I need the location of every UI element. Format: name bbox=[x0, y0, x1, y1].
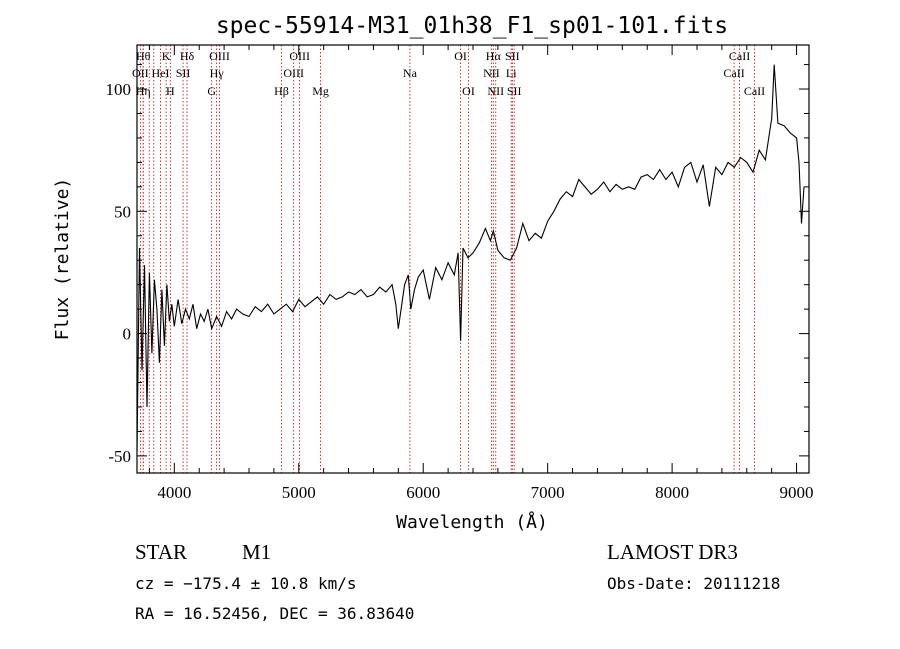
line-marker-label: K bbox=[162, 49, 171, 63]
line-marker-label: OIII bbox=[283, 66, 304, 80]
line-marker-label: Hβ bbox=[274, 84, 289, 98]
line-marker-label: Li bbox=[506, 66, 517, 80]
line-marker-label: Hθ bbox=[136, 49, 151, 63]
line-marker-label: SII bbox=[176, 66, 191, 80]
sky-coordinates: RA = 16.52456, DEC = 36.83640 bbox=[135, 604, 415, 623]
y-tick-label: 50 bbox=[114, 202, 131, 221]
chart-title: spec-55914-M31_01h38_F1_sp01-101.fits bbox=[216, 13, 728, 39]
line-marker-label: SII bbox=[507, 84, 522, 98]
object-subclass: M1 bbox=[242, 540, 272, 564]
line-marker-label: OI bbox=[454, 49, 467, 63]
observation-date: Obs-Date: 20111218 bbox=[607, 574, 781, 593]
y-tick-label: 100 bbox=[106, 80, 132, 99]
y-axis-ticks: -50 0 50 100 bbox=[106, 64, 809, 466]
line-marker-label: Na bbox=[403, 66, 418, 80]
line-marker-label: Hγ bbox=[210, 66, 225, 80]
line-marker-label: OI bbox=[462, 84, 475, 98]
x-axis-label: Wavelength (Å) bbox=[396, 511, 548, 533]
redshift-velocity: cz = −175.4 ± 10.8 km/s bbox=[135, 574, 357, 593]
line-marker-label: CaII bbox=[729, 49, 750, 63]
line-marker-label: OIII bbox=[209, 49, 230, 63]
x-tick-label: 9000 bbox=[780, 483, 814, 502]
x-tick-label: 7000 bbox=[531, 483, 565, 502]
y-axis-label: Flux (relative) bbox=[52, 178, 73, 341]
line-marker-label: Hα bbox=[486, 49, 502, 63]
line-marker-label: G bbox=[207, 84, 216, 98]
line-marker-label: OIII bbox=[289, 49, 310, 63]
line-marker-label: H bbox=[166, 84, 175, 98]
line-marker-label: OII bbox=[132, 66, 149, 80]
line-marker-label: Hη bbox=[136, 84, 151, 98]
line-marker-label: HeI bbox=[152, 66, 170, 80]
plot-frame bbox=[136, 44, 810, 474]
line-marker-label: Mg bbox=[312, 84, 329, 98]
line-marker-label: NII bbox=[487, 84, 504, 98]
line-marker-label: Hδ bbox=[180, 49, 195, 63]
line-marker-label: CaII bbox=[723, 66, 744, 80]
line-marker-label: NII bbox=[483, 66, 500, 80]
object-class: STAR bbox=[135, 540, 187, 564]
survey-name: LAMOST DR3 bbox=[607, 540, 738, 564]
spectrum-line bbox=[136, 64, 805, 452]
y-tick-label: -50 bbox=[108, 447, 131, 466]
emission-line-labels: HθOIIHηHeIKHSIIHδGHγOIIIHβOIIIOIIIMgNaOI… bbox=[132, 49, 765, 98]
x-axis-ticks: 4000 5000 6000 7000 8000 9000 bbox=[148, 45, 814, 502]
emission-line-markers bbox=[139, 45, 755, 473]
line-marker-label: SII bbox=[505, 49, 520, 63]
y-tick-label: 0 bbox=[123, 325, 132, 344]
x-tick-label: 6000 bbox=[406, 483, 440, 502]
line-marker-label: CaII bbox=[744, 84, 765, 98]
x-tick-label: 4000 bbox=[157, 483, 191, 502]
x-tick-label: 8000 bbox=[655, 483, 689, 502]
x-tick-label: 5000 bbox=[282, 483, 316, 502]
